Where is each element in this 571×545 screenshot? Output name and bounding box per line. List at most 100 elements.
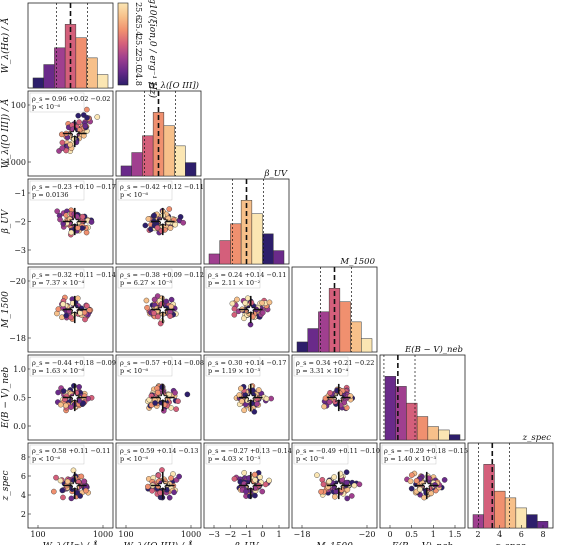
xtick-label-2-1: −2	[224, 530, 236, 539]
rho-label-3-0: ρ_s = −0.32 +0.11 −0.14	[32, 271, 116, 279]
scatter-point	[172, 389, 178, 396]
scatter-point	[64, 478, 71, 485]
scatter-point	[83, 229, 90, 236]
scatter-point	[151, 310, 157, 316]
scatter-point	[68, 404, 74, 410]
scatter-point	[59, 139, 66, 146]
hist-bar-1-2	[142, 135, 154, 177]
scatter-point	[76, 384, 82, 390]
pvalue-label-1-0: p < 10⁻⁶	[32, 103, 60, 111]
median-star-1-0	[69, 127, 81, 139]
hist-bar-5-6	[537, 521, 549, 529]
scatter-point	[241, 470, 247, 476]
scatter-point	[94, 114, 101, 120]
xtick-label-4-1: 0.5	[405, 530, 418, 539]
stat-box-3-0	[29, 268, 85, 289]
xtick-label-1-0: 100	[118, 530, 133, 539]
xtick-label-2-2: −1	[241, 530, 253, 539]
colorbar	[117, 2, 129, 86]
hist-bar-3-5	[350, 321, 362, 353]
scatter-point	[75, 225, 81, 231]
diag-title-4: E(B − V)_neb	[404, 344, 463, 355]
scatter-point	[239, 398, 245, 405]
scatter-point	[255, 387, 262, 393]
scatter-point	[320, 481, 327, 488]
scatter-point	[75, 112, 82, 119]
ytick-label-3-1: −18	[9, 334, 26, 343]
pvalue-label-5-1: p < 10⁻⁶	[120, 455, 148, 463]
scatter-point	[321, 403, 327, 410]
rho-label-5-1: ρ_s = 0.59 +0.14 −0.13	[120, 447, 198, 455]
rho-label-1-0: ρ_s = 0.96 +0.02 −0.02	[32, 95, 110, 103]
scatter-point	[407, 478, 414, 485]
scatter-point	[145, 483, 151, 490]
hist-bar-1-6	[185, 162, 197, 177]
ytick-label-5-2: 4	[21, 491, 26, 500]
scatter-point	[57, 401, 64, 408]
xtick-label-0-0: 100	[30, 530, 45, 539]
scatter-point	[142, 222, 149, 229]
scatter-point	[54, 208, 60, 215]
scatter-point	[175, 398, 181, 405]
stat-box-4-3	[293, 356, 349, 377]
xtick-label-2-3: 0	[260, 530, 265, 539]
scatter-point	[184, 391, 191, 398]
scatter-point	[70, 467, 77, 474]
scatter-point	[151, 296, 158, 303]
stat-box-1-0	[29, 92, 85, 113]
scatter-point	[144, 304, 150, 311]
hist-bar-2-2	[230, 223, 242, 265]
xtick-label-1-1: 1000	[181, 530, 201, 539]
hist-bar-3-1	[307, 328, 319, 353]
scatter-point	[343, 469, 350, 475]
hist-bar-3-0	[296, 341, 308, 353]
scatter-point	[417, 486, 423, 493]
scatter-point	[229, 300, 236, 307]
scatter-point	[62, 402, 69, 409]
scatter-point	[63, 312, 70, 319]
scatter-point	[257, 474, 263, 480]
colorbar-tick-0: 25.6	[134, 2, 143, 20]
scatter-point	[408, 485, 415, 492]
stat-box-4-1	[117, 356, 173, 377]
scatter-point	[59, 145, 66, 151]
xtick-label-5-0: 2	[475, 530, 480, 539]
scatter-point	[58, 131, 65, 138]
median-star-3-0	[69, 303, 81, 315]
yaxis-label-1: W_λ([O III]) / Å	[0, 99, 11, 169]
scatter-point	[349, 493, 355, 499]
hist-bar-4-5	[438, 429, 450, 441]
scatter-point	[243, 488, 249, 495]
scatter-point	[441, 477, 448, 483]
pvalue-label-5-0: p < 10⁻⁶	[32, 455, 60, 463]
scatter-point	[159, 467, 165, 473]
scatter-point	[173, 406, 179, 412]
yaxis-label-2: β_UV	[1, 208, 11, 234]
median-star-3-2	[245, 303, 257, 315]
scatter-point	[252, 477, 258, 483]
hist-bar-0-1	[43, 64, 55, 89]
scatter-point	[83, 487, 89, 494]
hist-bar-1-5	[174, 145, 186, 177]
scatter-point	[351, 482, 358, 489]
rho-label-2-0: ρ_s = −0.23 +0.10 −0.17	[32, 183, 116, 191]
xtick-label-2-0: −3	[208, 530, 220, 539]
scatter-point	[259, 488, 266, 495]
stat-box-4-0	[29, 356, 85, 377]
scatter-point	[68, 495, 75, 502]
xtick-label-4-0: 0	[387, 530, 392, 539]
colorbar-label: log10(ξion,0 / erg⁻¹ Hz)	[147, 0, 158, 99]
scatter-point	[155, 313, 161, 320]
yaxis-label-0: W_λ(Hα) / Å	[0, 18, 11, 74]
scatter-point	[57, 477, 64, 484]
scatter-point	[344, 495, 351, 502]
hist-bar-1-4	[163, 125, 175, 177]
scatter-point	[266, 299, 273, 306]
scatter-point	[75, 295, 81, 302]
yaxis-label-4: E(B − V)_neb	[0, 367, 11, 430]
pvalue-label-3-2: p = 2.11 × 10⁻²	[208, 279, 260, 287]
rho-label-4-1: ρ_s = −0.57 +0.14 −0.08	[120, 359, 204, 367]
diag-title-3: M_1500	[339, 257, 375, 267]
scatter-point	[82, 123, 89, 129]
stat-box-5-4	[381, 444, 437, 465]
